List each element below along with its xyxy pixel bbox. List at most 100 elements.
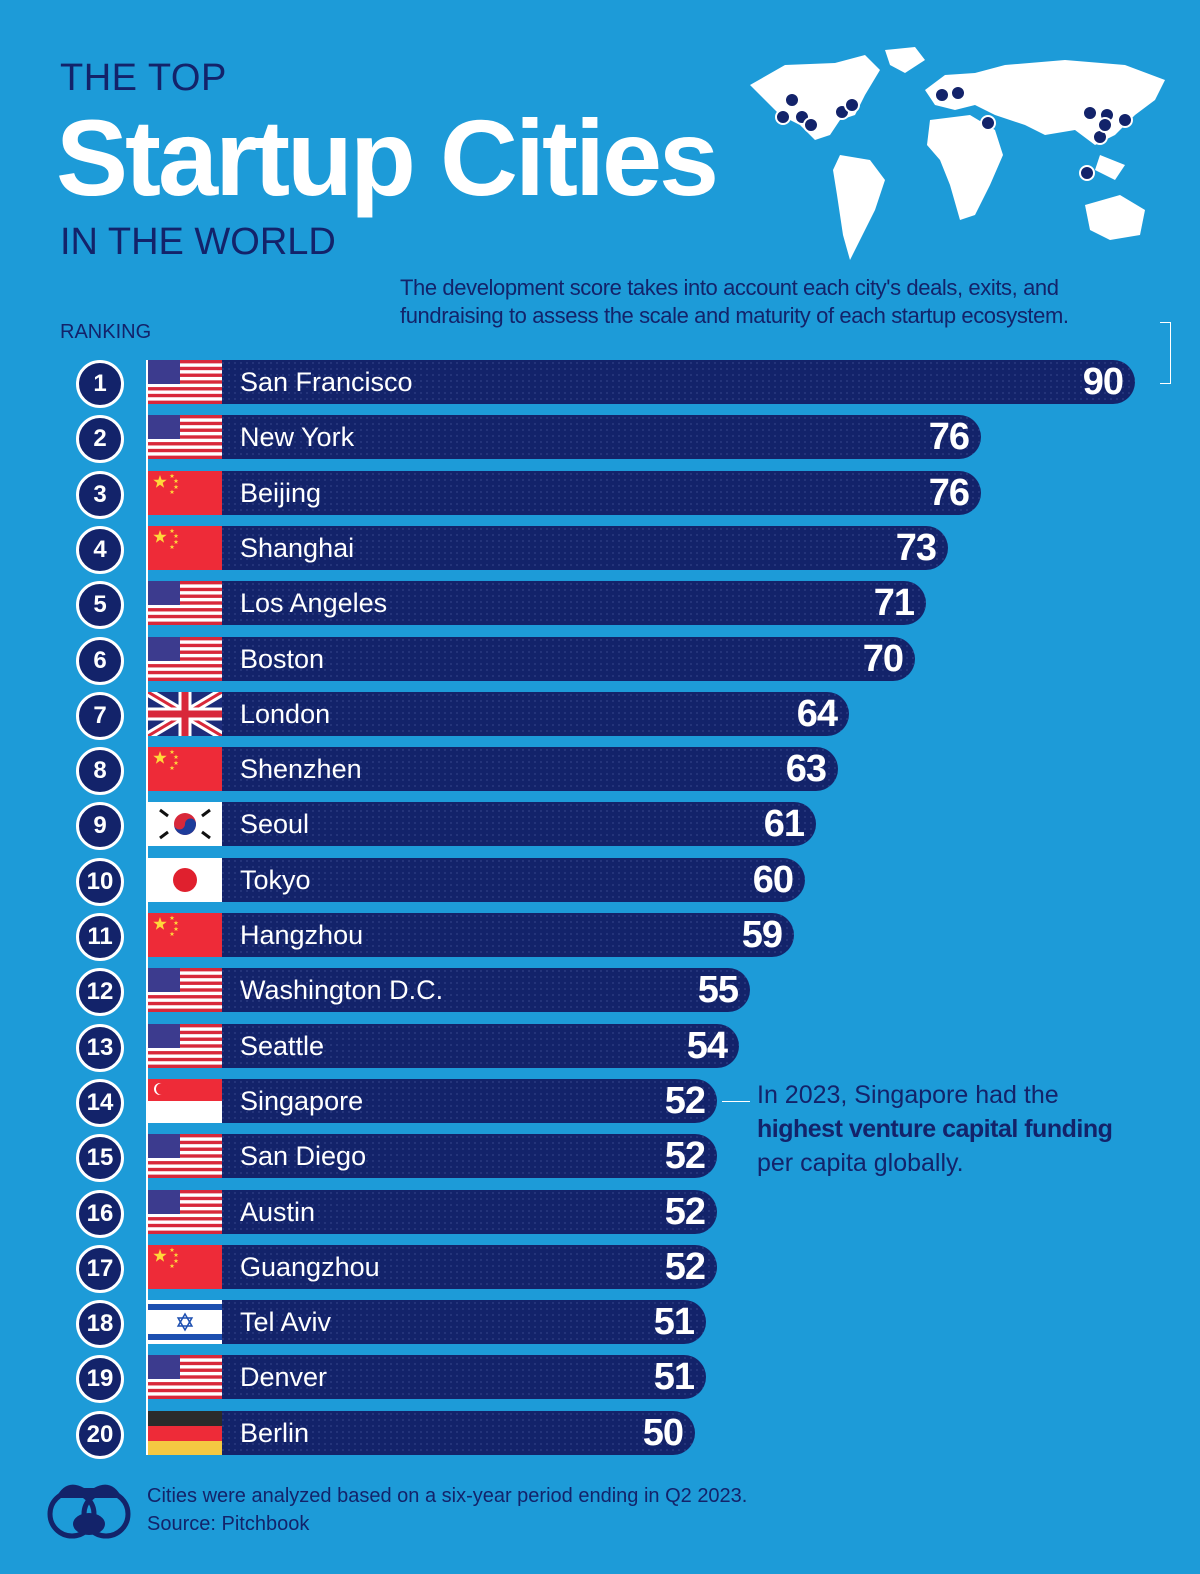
footer: Cities were analyzed based on a six-year… [147, 1482, 747, 1538]
value-label: 51 [653, 1301, 695, 1344]
bar-row: 9 Seoul 61 [0, 802, 1200, 851]
annotation-bold: highest venture capital funding [757, 1115, 1113, 1143]
bar [148, 470, 981, 515]
bar-row: 17 Guangzhou 52 [0, 1244, 1200, 1293]
bar [148, 581, 926, 626]
title-post: IN THE WORLD [60, 221, 336, 263]
bar [148, 1355, 706, 1400]
bar-row: 16 Austin 52 [0, 1189, 1200, 1238]
bar-row: 11 Hangzhou 59 [0, 913, 1200, 961]
note-bracket [1160, 322, 1171, 384]
rank-badge: 5 [76, 581, 124, 630]
city-label: Beijing [240, 477, 322, 508]
value-label: 59 [741, 914, 783, 956]
city-label: Austin [240, 1196, 316, 1227]
bar [148, 415, 981, 460]
city-label: Seoul [240, 809, 310, 840]
city-label: Washington D.C. [240, 975, 444, 1006]
value-label: 61 [763, 803, 805, 846]
flag-us-icon [148, 636, 222, 681]
value-label: 52 [664, 1079, 706, 1122]
flag-cn-icon [148, 913, 222, 957]
axis-line [146, 360, 148, 1455]
city-label: Singapore [240, 1085, 364, 1116]
value-label: 76 [928, 471, 970, 514]
singapore-annotation: In 2023, Singapore had the highest ventu… [757, 1078, 1187, 1180]
value-label: 55 [697, 969, 739, 1012]
page-title: Startup Cities [56, 97, 719, 218]
rank-badge: 13 [76, 1023, 124, 1072]
bar-row: 5 Los Angeles 71 [0, 581, 1200, 630]
footer-source: Source: Pitchbook [147, 1513, 310, 1535]
ranking-label: RANKING [60, 321, 152, 343]
rank-badge: 19 [76, 1355, 124, 1404]
bar-row: 15 San Diego 52 [0, 1134, 1200, 1183]
bar-row: 13 Seattle 54 [0, 1023, 1200, 1072]
bar [148, 1189, 717, 1234]
title-pre: THE TOP [60, 57, 227, 99]
city-label: Los Angeles [240, 588, 388, 619]
value-label: 73 [895, 526, 937, 569]
flag-us-icon [148, 1189, 222, 1234]
footer-note: Cities were analyzed based on a six-year… [147, 1485, 748, 1507]
bar [148, 968, 750, 1013]
rank-badge: 9 [76, 802, 124, 851]
bar-row: 7 London 64 [0, 691, 1200, 740]
flag-us-icon [148, 1134, 222, 1179]
bar [148, 1244, 717, 1289]
rank-badge: 15 [76, 1134, 124, 1183]
flag-de-icon [148, 1410, 222, 1455]
flag-cn-icon [148, 747, 222, 792]
bar [148, 636, 915, 681]
flag-us-icon [148, 415, 222, 460]
city-label: Berlin [240, 1417, 310, 1448]
rank-badge: 1 [76, 360, 124, 408]
value-label: 70 [862, 637, 904, 680]
rank-badge: 14 [76, 1078, 124, 1127]
bar [148, 802, 816, 847]
bar-row: 12 Washington D.C. 55 [0, 968, 1200, 1017]
rank-badge: 8 [76, 747, 124, 796]
bar-row: 20 Berlin 50 [0, 1410, 1200, 1459]
flag-cn-icon [148, 470, 222, 515]
rank-badge: 18 [76, 1300, 124, 1349]
value-label: 71 [873, 582, 915, 625]
city-label: Seattle [240, 1030, 325, 1061]
value-label: 60 [752, 858, 794, 901]
bar-row: 4 Shanghai 73 [0, 525, 1200, 574]
value-label: 90 [1082, 361, 1124, 403]
rank-badge: 7 [76, 691, 124, 740]
rank-badge: 11 [76, 913, 124, 961]
city-label: Hangzhou [240, 920, 364, 950]
flag-cn-icon [148, 1244, 222, 1289]
flag-sg-icon [148, 1078, 222, 1123]
logo-icon [47, 1484, 131, 1539]
bar [148, 691, 849, 736]
bar [148, 747, 838, 792]
city-label: San Diego [240, 1141, 367, 1172]
world-map-icon [750, 47, 1165, 260]
bar [148, 525, 948, 570]
bar [148, 1410, 695, 1455]
value-label: 51 [653, 1356, 695, 1399]
value-label: 52 [664, 1135, 706, 1178]
bar [148, 857, 805, 902]
bar-row: 18 Tel Aviv 51 [0, 1300, 1200, 1349]
value-label: 52 [664, 1245, 706, 1288]
flag-us-icon [148, 581, 222, 626]
annotation-connector [722, 1101, 750, 1102]
flag-us-icon [148, 360, 222, 404]
annotation-pre: In 2023, Singapore had the [757, 1081, 1059, 1109]
value-label: 63 [785, 748, 827, 791]
value-label: 64 [796, 692, 838, 735]
annotation-post: per capita globally. [757, 1149, 964, 1177]
bar-row: 2 New York 76 [0, 415, 1200, 464]
flag-jp-icon [148, 857, 222, 902]
bar-row: 1 San Francisco 90 [0, 360, 1200, 408]
city-label: Shenzhen [240, 754, 362, 785]
bar-row: 14 Singapore 52 [0, 1078, 1200, 1127]
methodology-note: The development score takes into account… [400, 275, 1069, 328]
rank-badge: 10 [76, 857, 124, 906]
rank-badge: 20 [76, 1410, 124, 1459]
